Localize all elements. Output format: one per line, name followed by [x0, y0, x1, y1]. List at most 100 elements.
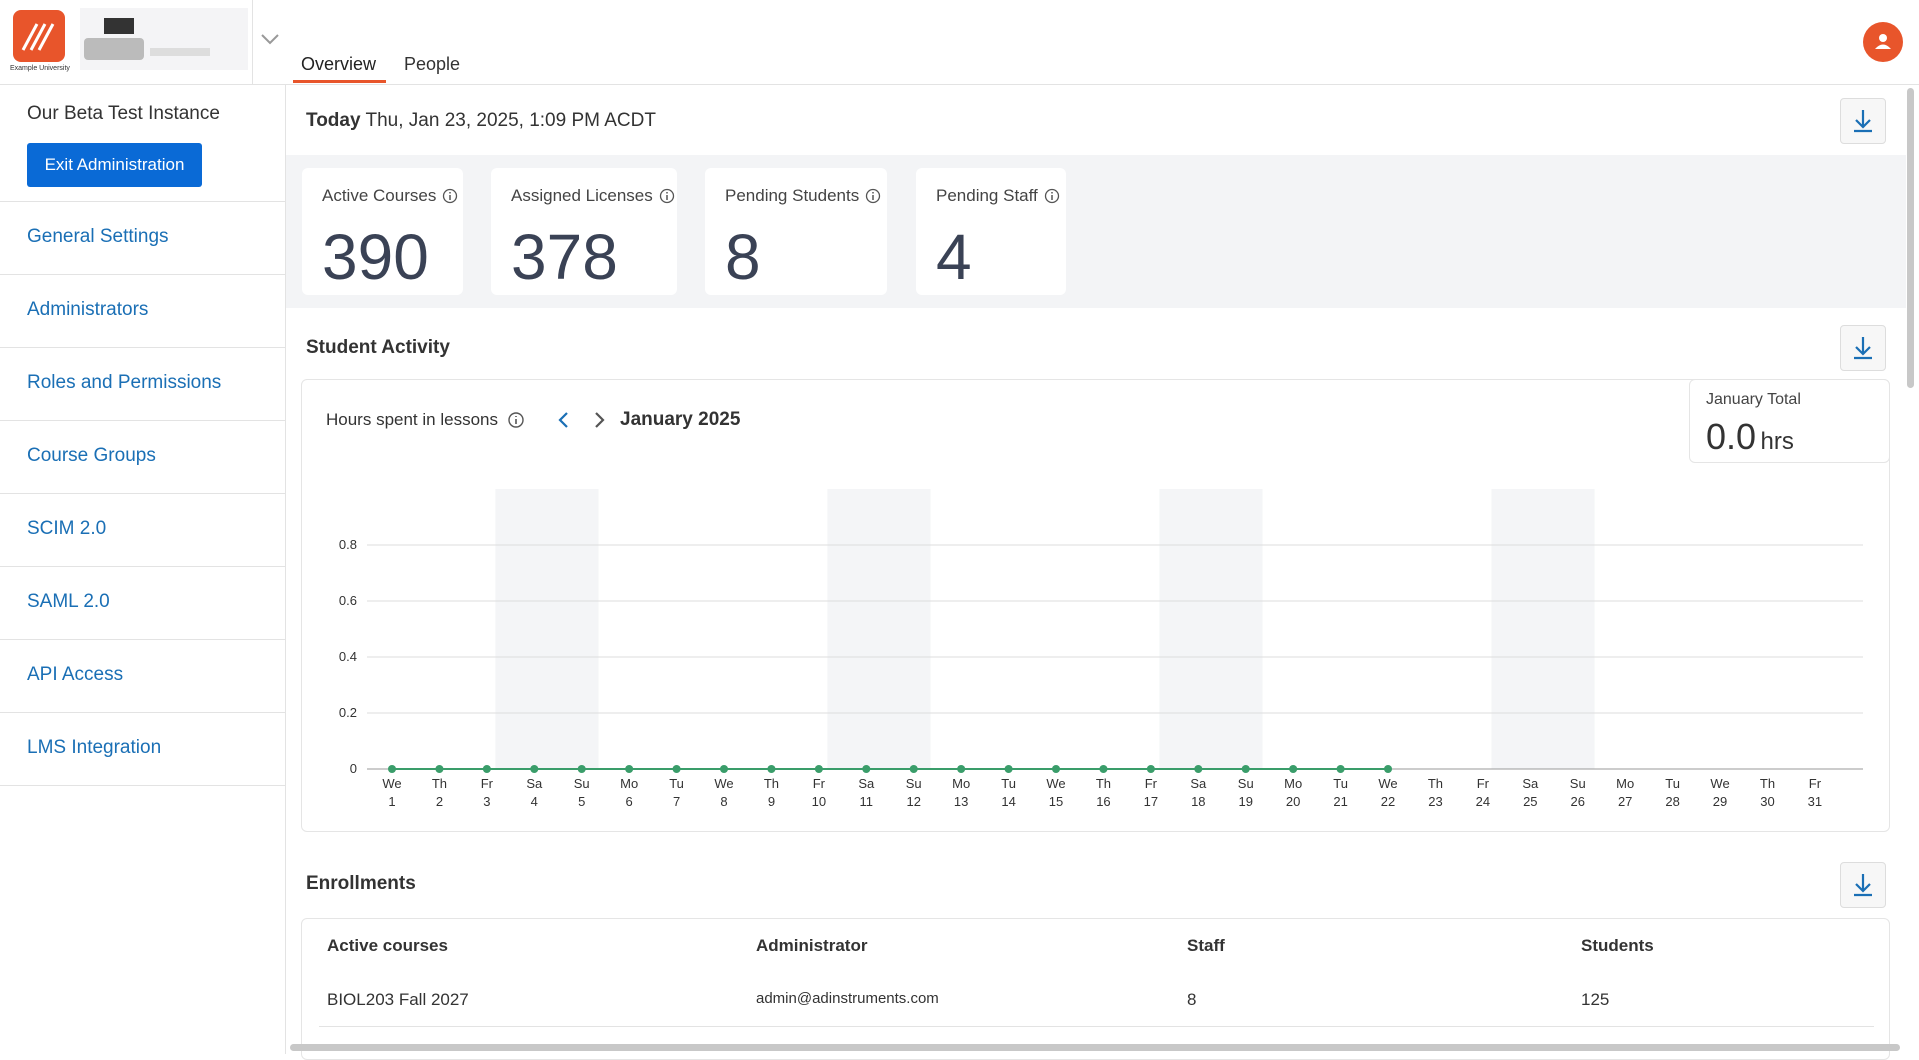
data-point — [1289, 765, 1298, 773]
nav-link[interactable]: API Access — [27, 664, 124, 685]
x-tick-label: 15 — [1049, 794, 1063, 809]
prev-month[interactable] — [556, 410, 572, 430]
info-icon[interactable] — [1044, 188, 1060, 209]
x-tick-weekday: Fr — [1145, 776, 1158, 791]
y-tick-label: 0.4 — [339, 649, 357, 664]
data-point — [1194, 765, 1203, 773]
tab-overview[interactable]: Overview — [301, 54, 377, 74]
divider — [0, 493, 285, 494]
y-tick-label: 0.8 — [339, 537, 357, 552]
chart-card — [301, 379, 1890, 832]
x-tick-label: 10 — [812, 794, 826, 809]
x-tick-weekday: Tu — [669, 776, 684, 791]
divider — [0, 712, 285, 713]
data-point — [720, 765, 729, 773]
nav-link[interactable]: General Settings — [27, 226, 169, 247]
x-tick-label: 29 — [1713, 794, 1727, 809]
tab-people[interactable]: People — [404, 54, 461, 74]
data-point — [909, 765, 918, 773]
stat-value: 4 — [936, 221, 972, 293]
stat-value: 8 — [725, 221, 761, 293]
stat-value: 378 — [511, 221, 618, 293]
stat-label-text: Pending Students — [725, 186, 860, 205]
divider — [0, 274, 285, 275]
org-label: Example University — [10, 65, 70, 72]
stat-label: Pending Staff — [936, 186, 1060, 209]
total-value-row: 0.0 hrs — [1706, 416, 1794, 458]
data-point — [577, 765, 586, 773]
weekend-band — [1206, 489, 1263, 769]
stat-label-text: Pending Staff — [936, 186, 1038, 205]
header: Example University Overview People — [0, 0, 1919, 85]
x-tick-weekday: Th — [1428, 776, 1443, 791]
weekend-band — [1491, 489, 1548, 769]
x-tick-label: 23 — [1428, 794, 1442, 809]
next-month[interactable] — [591, 410, 607, 430]
total-unit: hrs — [1760, 428, 1794, 455]
v-scrollbar[interactable] — [1907, 88, 1914, 388]
nav-link[interactable]: Course Groups — [27, 445, 156, 466]
y-tick-label: 0 — [350, 761, 357, 776]
nav-link[interactable]: SAML 2.0 — [27, 591, 110, 612]
download-button[interactable] — [1840, 862, 1886, 908]
nav-link[interactable]: LMS Integration — [27, 737, 162, 758]
stat-value: 390 — [322, 221, 429, 293]
table-cell: 125 — [1581, 990, 1610, 1009]
column-header: Active courses — [327, 936, 448, 955]
chart: 0 0.2 0.4 0.6 0.8 We 1 Th 2 Fr 3 Sa 4 Su 5 Mo 6 Tu 7 We 8 Th 9… — [339, 489, 1863, 809]
info-icon[interactable] — [507, 411, 525, 429]
enrollments-title: Enrollments — [306, 873, 416, 894]
data-point — [957, 765, 966, 773]
data-point — [1336, 765, 1345, 773]
x-tick-weekday: Mo — [952, 776, 970, 791]
info-icon[interactable] — [865, 188, 881, 209]
today-date: Thu, Jan 23, 2025, 1:09 PM ACDT — [365, 110, 656, 131]
x-tick-label: 3 — [483, 794, 490, 809]
data-point — [625, 765, 634, 773]
enrollments-table: Active courses Administrator Staff Students… — [301, 918, 1890, 1060]
x-tick-weekday: Sa — [526, 776, 543, 791]
x-tick-weekday: Su — [1238, 776, 1254, 791]
divider — [0, 347, 285, 348]
h-scrollbar[interactable] — [290, 1044, 1900, 1051]
x-tick-weekday: Su — [906, 776, 922, 791]
x-tick-weekday: Th — [1096, 776, 1111, 791]
avatar[interactable] — [1863, 22, 1903, 62]
exit-button[interactable]: Exit Administration — [27, 143, 202, 187]
x-tick-weekday: Sa — [1190, 776, 1207, 791]
org-divider — [252, 0, 253, 84]
divider — [0, 639, 285, 640]
divider — [0, 420, 285, 421]
data-point — [530, 765, 539, 773]
column-header: Administrator — [756, 936, 868, 955]
table-cell: BIOL203 Fall 2027 — [327, 990, 469, 1009]
stat-label-text: Assigned Licenses — [511, 186, 653, 205]
nav-link[interactable]: Administrators — [27, 299, 149, 320]
nav-link[interactable]: SCIM 2.0 — [27, 518, 107, 539]
data-point — [1241, 765, 1250, 773]
x-tick-label: 7 — [673, 794, 680, 809]
column-header: Staff — [1187, 936, 1225, 955]
info-icon[interactable] — [442, 188, 458, 209]
x-tick-label: 2 — [436, 794, 443, 809]
x-tick-label: 19 — [1239, 794, 1253, 809]
x-tick-weekday: Th — [432, 776, 447, 791]
info-icon[interactable] — [659, 188, 675, 209]
column-header: Students — [1581, 936, 1654, 955]
stat-label: Active Courses — [322, 186, 458, 209]
weekend-band — [1159, 489, 1216, 769]
nav-link[interactable]: Roles and Permissions — [27, 372, 222, 393]
org-dropdown[interactable] — [260, 32, 280, 46]
x-tick-weekday: We — [1378, 776, 1397, 791]
download-button[interactable] — [1840, 98, 1886, 144]
sidebar: Our Beta Test Instance Exit Administrati… — [0, 85, 286, 1054]
stat-label-text: Active Courses — [322, 186, 437, 205]
download-button[interactable] — [1840, 325, 1886, 371]
x-tick-label: 11 — [860, 794, 874, 809]
row-divider — [319, 1026, 1874, 1027]
logo[interactable] — [13, 10, 65, 62]
x-tick-weekday: We — [382, 776, 401, 791]
stat-card: Pending Staff 4 — [916, 168, 1066, 295]
x-tick-weekday: Fr — [481, 776, 494, 791]
weekend-band — [542, 489, 599, 769]
